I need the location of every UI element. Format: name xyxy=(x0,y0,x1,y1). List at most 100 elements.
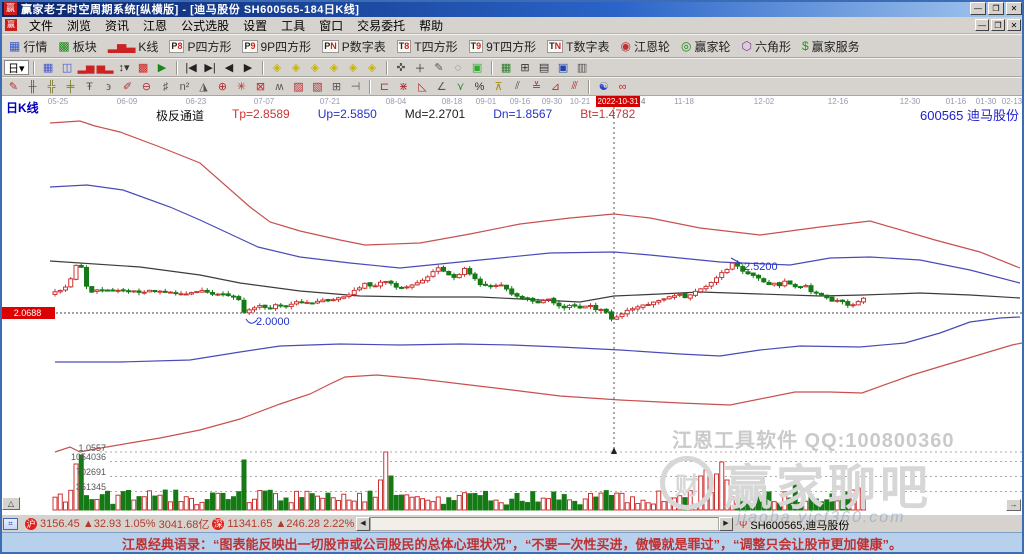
window-icon[interactable]: ⊞ xyxy=(331,81,342,93)
nav-last-button[interactable]: ▶| xyxy=(204,62,216,74)
scale-dropdown-icon[interactable]: ↕▾ xyxy=(118,62,130,74)
n-square-icon[interactable]: n² xyxy=(179,80,190,93)
marker-diamond-4-icon[interactable]: ◈ xyxy=(329,62,339,74)
winner-wheel-button[interactable]: ◎ 赢家轮 xyxy=(676,36,736,56)
t-table-button[interactable]: TN T数字表 xyxy=(542,36,614,56)
period-selector[interactable]: 日▾ xyxy=(4,60,29,75)
menu-item-江恩[interactable]: 江恩 xyxy=(143,18,168,33)
kline-style-icon[interactable]: ▂▅ xyxy=(77,62,95,74)
gann-line-icon[interactable]: ╫ xyxy=(28,80,37,93)
pen-tool-icon[interactable]: ✎ xyxy=(434,62,444,74)
triangle-icon[interactable]: ◮ xyxy=(199,81,208,93)
mdi-close-button[interactable]: ✕ xyxy=(1007,19,1021,31)
scroll-right-icon[interactable]: ▶ xyxy=(719,517,733,531)
maximize-button[interactable]: ❐ xyxy=(988,2,1004,15)
grid-dense-icon[interactable]: ♯ xyxy=(162,80,169,93)
parallel-lines-icon[interactable]: ⫽ xyxy=(515,80,520,92)
crosshair-tool-icon[interactable]: ＋ xyxy=(414,62,426,75)
scrollbar-track[interactable] xyxy=(370,517,719,531)
box-tool-icon[interactable]: ⊏ xyxy=(379,81,390,93)
wedge-icon[interactable]: ◺ xyxy=(418,81,427,93)
p-table-button[interactable]: PN P数字表 xyxy=(317,36,391,56)
gann-grid-icon[interactable]: ╬ xyxy=(47,80,56,93)
spiral-icon[interactable]: ϶ xyxy=(106,80,111,93)
calculator-icon[interactable]: ⊞ xyxy=(520,62,530,74)
marker-diamond-1-icon[interactable]: ◈ xyxy=(272,62,282,74)
taiji-icon[interactable]: ☯ xyxy=(598,81,609,93)
menu-item-公式选股[interactable]: 公式选股 xyxy=(181,18,230,33)
pencil-tool-icon[interactable]: ✎ xyxy=(8,81,19,93)
p9-square-button-icon: P9 xyxy=(242,39,258,53)
minimize-button[interactable]: — xyxy=(970,2,986,15)
percent-icon[interactable]: % xyxy=(474,80,485,93)
menu-item-文件[interactable]: 文件 xyxy=(29,18,54,33)
angle-pen-icon[interactable]: ✐ xyxy=(122,81,133,93)
pane-collapse-button[interactable]: △ xyxy=(2,497,20,510)
kline-button[interactable]: ▂▅▃ K线 xyxy=(103,36,164,56)
save-icon[interactable]: ▣ xyxy=(557,62,569,74)
quotes-button[interactable]: ▦ 行情 xyxy=(4,36,52,56)
box-x-icon[interactable]: ⊠ xyxy=(255,81,266,93)
speed-line-icon[interactable]: ⊿ xyxy=(550,81,561,93)
scroll-left-icon[interactable]: ◀ xyxy=(356,517,370,531)
menu-item-帮助[interactable]: 帮助 xyxy=(419,18,444,33)
kline-style2-icon[interactable]: ▅▂ xyxy=(96,62,114,74)
marker-diamond-2-icon[interactable]: ◈ xyxy=(291,62,301,74)
gann-grid2-icon[interactable]: ╪ xyxy=(66,80,75,93)
mdi-system-icon[interactable]: 赢 xyxy=(5,19,17,31)
mdi-restore-button[interactable]: ❐ xyxy=(991,19,1005,31)
hexagon-button[interactable]: ⬡ 六角形 xyxy=(736,36,796,56)
cycle-icon[interactable]: ⊖ xyxy=(141,81,152,93)
wave-icon[interactable]: ʍ xyxy=(275,80,284,93)
sectors-button[interactable]: ▩ 板块 xyxy=(53,36,101,56)
marker-diamond-6-icon[interactable]: ◈ xyxy=(367,62,377,74)
print-icon[interactable]: ▥ xyxy=(576,62,588,74)
chart-area[interactable]: 日K线 极反通道 Tp=2.8589 Up=2.5850 Md=2.2701 Dn=1.… xyxy=(0,96,1024,514)
marker-diamond-5-icon[interactable]: ◈ xyxy=(348,62,358,74)
notes-icon[interactable]: ▤ xyxy=(538,62,550,74)
gann-wheel-button[interactable]: ◉ 江恩轮 xyxy=(615,36,675,56)
image-tool-icon[interactable]: ▣ xyxy=(471,62,483,74)
chart-grid-icon[interactable]: ▦ xyxy=(42,62,54,74)
red-grid-icon[interactable]: ▩ xyxy=(137,62,149,74)
check-icon[interactable]: ⋎ xyxy=(456,81,465,93)
mdi-minimize-button[interactable]: — xyxy=(975,19,989,31)
keyboard-wizard-icon[interactable]: ⌗ xyxy=(3,517,18,530)
p9-square-button[interactable]: P9 9P四方形 xyxy=(237,36,316,56)
menu-item-浏览[interactable]: 浏览 xyxy=(67,18,92,33)
horizontal-scrollbar[interactable]: ◀ ▶ xyxy=(356,517,733,531)
gann-fan-icon[interactable]: Ŧ xyxy=(86,80,93,93)
region-tool-icon[interactable]: ◌ xyxy=(454,61,462,74)
menu-item-工具[interactable]: 工具 xyxy=(281,18,306,33)
p-square-button[interactable]: P8 P四方形 xyxy=(164,36,236,56)
angle-icon[interactable]: ∠ xyxy=(436,81,447,93)
t9-square-button[interactable]: T9 9T四方形 xyxy=(464,36,542,56)
split-window-icon[interactable]: ◫ xyxy=(61,62,73,74)
pane-expand-button[interactable]: → xyxy=(1006,499,1021,511)
star-icon[interactable]: ✳ xyxy=(236,81,247,93)
calendar-icon[interactable]: ▦ xyxy=(500,62,512,74)
hatch-icon[interactable]: ▨ xyxy=(293,81,304,93)
menu-item-交易委托[interactable]: 交易委托 xyxy=(357,18,406,33)
winner-service-button[interactable]: $ 赢家服务 xyxy=(797,36,865,56)
t-square-button[interactable]: T8 T四方形 xyxy=(392,36,463,56)
golden-section-icon[interactable]: ⊼ xyxy=(494,81,503,93)
fibonacci-icon[interactable]: ≚ xyxy=(531,81,542,93)
menu-item-资讯[interactable]: 资讯 xyxy=(105,18,130,33)
circle-cross-icon[interactable]: ⊕ xyxy=(217,81,228,93)
close-button[interactable]: ✕ xyxy=(1006,2,1022,15)
rays-icon[interactable]: ⋇ xyxy=(398,81,409,93)
nav-next-button[interactable]: ▶ xyxy=(243,62,253,74)
measure-icon[interactable]: ⊣ xyxy=(350,81,361,93)
nav-prev-button[interactable]: ◀ xyxy=(224,62,234,74)
nav-first-button[interactable]: |◀ xyxy=(185,62,197,74)
menu-item-窗口[interactable]: 窗口 xyxy=(319,18,344,33)
menu-item-设置[interactable]: 设置 xyxy=(243,18,268,33)
marker-diamond-3-icon[interactable]: ◈ xyxy=(310,62,320,74)
legend-md: Md=2.2701 xyxy=(404,107,466,121)
flag-icon[interactable]: ▶ xyxy=(157,62,167,74)
channel-icon[interactable]: ⫻ xyxy=(571,80,578,92)
hatch2-icon[interactable]: ▧ xyxy=(312,81,323,93)
hand-tool-icon[interactable]: ✜ xyxy=(396,62,406,74)
infinity-icon[interactable]: ∞ xyxy=(618,80,627,93)
